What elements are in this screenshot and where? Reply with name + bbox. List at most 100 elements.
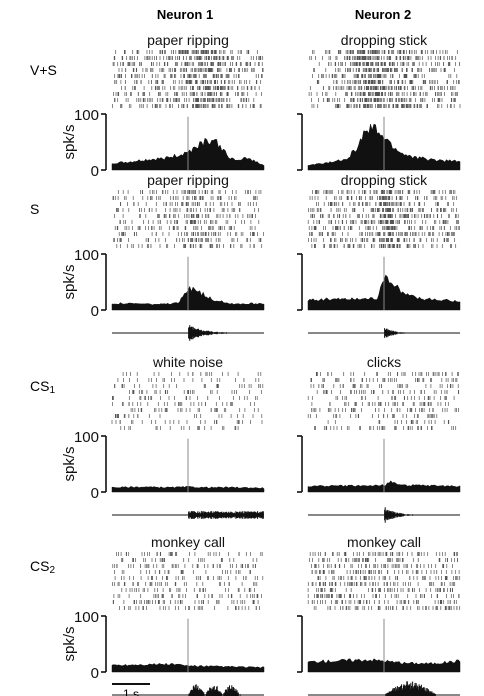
raster-trial (115, 50, 258, 54)
raster-trial (313, 68, 455, 72)
sound-waveform (384, 328, 424, 338)
raster-trial (112, 402, 255, 406)
raster-trial (130, 408, 259, 412)
raster-trial (121, 588, 255, 592)
stimulus-label: monkey call (151, 534, 225, 550)
raster-trial (119, 220, 260, 224)
raster-trial (316, 390, 460, 394)
raster-trial (111, 420, 263, 424)
raster-trial (114, 98, 255, 102)
raster-trial (113, 92, 262, 96)
y-tick-label: 100 (74, 107, 99, 124)
raster-trial (114, 80, 262, 84)
raster-trial (309, 552, 458, 556)
raster-trial (112, 396, 258, 400)
raster-trial (307, 600, 457, 604)
sound-waveform (188, 511, 264, 519)
stimulus-label: dropping stick (341, 32, 428, 48)
raster-trial (119, 606, 260, 610)
raster-trial (311, 564, 453, 568)
y-tick-label: 100 (74, 247, 99, 264)
raster-trial (112, 564, 256, 568)
raster-trial (308, 226, 460, 230)
sound-waveform (188, 684, 242, 696)
raster-trial (121, 86, 260, 90)
raster-trial (311, 244, 457, 248)
raster-trial (309, 232, 455, 236)
raster-trial (307, 396, 455, 400)
raster-trial (313, 606, 461, 610)
raster-trial (118, 232, 264, 236)
raster-trial (311, 402, 449, 406)
raster-trial (307, 414, 438, 418)
raster-trial (307, 594, 460, 598)
raster-trial (310, 214, 459, 218)
raster-trial (113, 594, 262, 598)
raster-trial (114, 214, 256, 218)
raster-trial (307, 220, 459, 224)
stimulus-label: monkey call (347, 534, 421, 550)
raster-trial (129, 390, 262, 394)
raster-trial (114, 570, 251, 574)
raster-trial (309, 56, 457, 60)
raster-trial (114, 384, 264, 388)
raster-trial (113, 56, 264, 60)
raster-trial (112, 62, 263, 66)
condition-label-cs2: CS2 (30, 558, 55, 576)
y-axis-label: spk/s (61, 264, 78, 299)
y-tick-label: 0 (91, 665, 99, 682)
raster-trial (317, 576, 461, 580)
raster-trial (311, 570, 460, 574)
raster-trial (316, 202, 455, 206)
raster-trial (307, 588, 453, 592)
raster-trial (116, 208, 259, 212)
raster-trial (327, 420, 450, 424)
raster-trial (122, 372, 262, 376)
raster-trial (311, 408, 459, 412)
condition-label-vs: V+S (30, 62, 57, 78)
condition-label-cs1: CS1 (30, 378, 55, 396)
y-tick-label: 0 (91, 303, 99, 320)
raster-trial (117, 378, 260, 382)
stimulus-label: dropping stick (341, 172, 428, 188)
raster-trial (116, 552, 263, 556)
raster-trial (112, 600, 259, 604)
stimulus-label: clicks (367, 354, 401, 370)
raster-trial (120, 202, 257, 206)
raster-trial (309, 196, 458, 200)
raster-trial (318, 62, 460, 66)
y-tick-label: 0 (91, 485, 99, 502)
condition-label-s: S (30, 201, 39, 217)
y-axis-label: spk/s (61, 446, 78, 481)
raster-trial (316, 80, 460, 84)
raster-trial (311, 98, 456, 102)
y-tick-label: 0 (91, 163, 99, 180)
raster-trial (309, 86, 456, 90)
y-axis-label: spk/s (61, 626, 78, 661)
raster-trial (311, 104, 461, 108)
psth-panels: paper ripping 100 0 spk/s dropping stick pape… (61, 32, 461, 696)
raster-trial (310, 378, 458, 382)
raster-trial (315, 372, 459, 376)
sound-waveform (384, 507, 436, 523)
raster-trial (113, 238, 262, 242)
raster-trial (307, 582, 456, 586)
stimulus-label: paper ripping (147, 172, 229, 188)
raster-trial (116, 244, 263, 248)
raster-trial (310, 384, 459, 388)
stimulus-label: white noise (152, 354, 223, 370)
raster-trial (114, 414, 263, 418)
raster-trial (308, 92, 458, 96)
y-axis-label: spk/s (61, 124, 78, 159)
column-header-neuron-2: Neuron 2 (355, 7, 411, 22)
raster-trial (308, 238, 455, 242)
raster-trial (308, 208, 457, 212)
raster-trial (112, 582, 258, 586)
sound-waveform (384, 681, 438, 696)
raster-trial (312, 50, 458, 54)
raster-trial (121, 558, 258, 562)
raster-trial (309, 558, 458, 562)
raster-trial (112, 196, 258, 200)
column-header-neuron-1: Neuron 1 (157, 7, 213, 22)
